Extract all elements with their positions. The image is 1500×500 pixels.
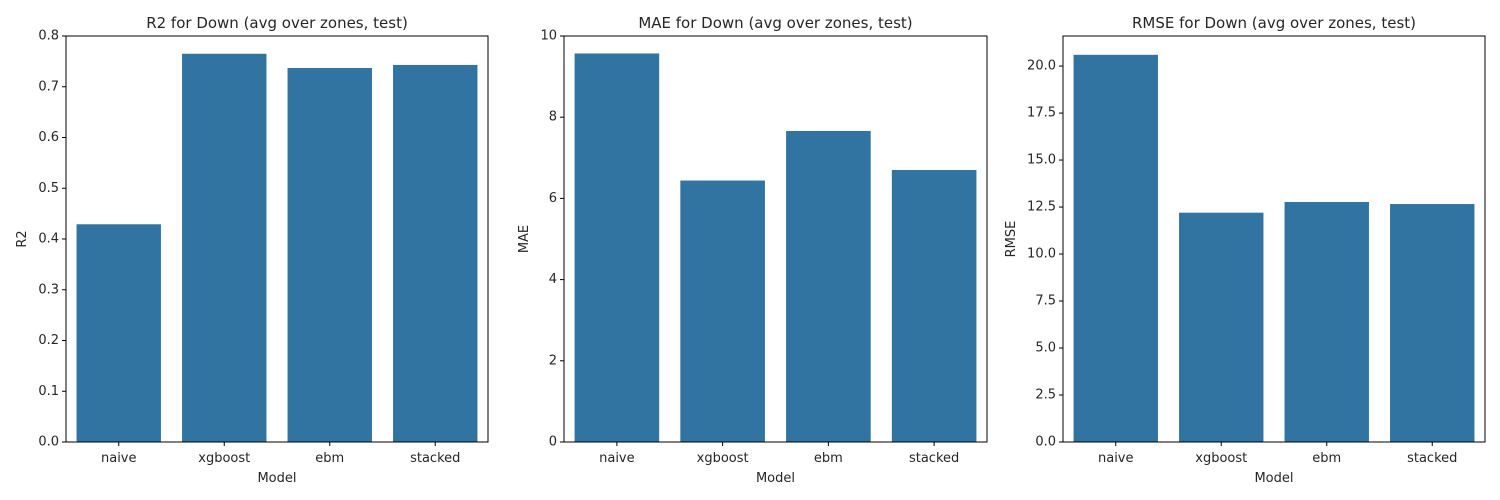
y-tick-label: 5.0: [1035, 341, 1056, 356]
x-axis-label: Model: [1254, 471, 1293, 486]
bar-naive: [76, 224, 161, 442]
y-tick-label: 10.0: [1027, 247, 1056, 262]
y-tick-label: 17.5: [1027, 106, 1056, 121]
bar-stacked: [891, 169, 977, 443]
y-tick-label: 0.3: [38, 282, 59, 297]
y-axis-label: RMSE: [1004, 221, 1019, 258]
y-tick-label: 0.5: [38, 181, 59, 196]
y-tick-label: 0.2: [38, 333, 59, 348]
y-tick-label: 2.5: [1035, 388, 1056, 403]
x-axis-label: Model: [756, 471, 795, 486]
x-tick-label: ebm: [315, 451, 344, 466]
y-tick-label: 10: [540, 29, 557, 44]
bar-ebm: [786, 131, 871, 442]
y-tick-label: 0.8: [38, 29, 59, 44]
x-tick-label: naive: [1098, 451, 1134, 466]
x-axis-label: Model: [257, 471, 296, 486]
y-tick-label: 0.4: [38, 232, 59, 247]
x-tick-label: stacked: [1407, 451, 1457, 466]
y-tick-label: 0: [549, 435, 557, 450]
chart-panel-3: 0.0 2.5 5.0 7.5 10.0 12.5 15.0 17.5 20.0 naive xgb…: [1004, 14, 1486, 486]
y-tick-label: 4: [549, 272, 557, 287]
chart-title: R2 for Down (avg over zones, test): [146, 14, 408, 32]
x-tick-label: xgboost: [697, 451, 749, 466]
chart-title: RMSE for Down (avg over zones, test): [1132, 14, 1416, 32]
chart-panel-1: 0.0 0.1 0.2 0.3 0.4 0.5 0.6 0.7 0.8 naive xgboost e…: [15, 14, 489, 486]
plot-frame: [563, 35, 988, 443]
x-tick-label: naive: [599, 451, 635, 466]
y-tick-label: 0.6: [38, 130, 59, 145]
bar-stacked: [1390, 204, 1475, 442]
x-tick-label: xgboost: [198, 451, 250, 466]
chart-panel-2: 0 2 4 6 8 10 naive xgboost ebm stacked MAE for Dow…: [517, 14, 988, 486]
y-tick-label: 2: [549, 353, 557, 368]
y-axis-label: MAE: [517, 225, 532, 253]
x-tick-label: ebm: [1312, 451, 1341, 466]
bar-xgboost: [182, 53, 267, 442]
x-tick-label: stacked: [909, 451, 959, 466]
y-tick-label: 6: [549, 191, 557, 206]
y-tick-label: 0.0: [38, 435, 59, 450]
bar-naive: [1073, 54, 1158, 443]
x-tick-label: stacked: [410, 451, 460, 466]
y-tick-label: 15.0: [1027, 153, 1056, 168]
y-tick-label: 0.7: [38, 79, 59, 94]
x-tick-label: naive: [101, 451, 137, 466]
y-tick-label: 0.1: [38, 384, 59, 399]
bar-ebm: [287, 67, 372, 442]
y-tick-label: 20.0: [1027, 59, 1056, 74]
bar-ebm: [1284, 201, 1369, 442]
bar-xgboost: [680, 180, 765, 443]
plot-frame: [1062, 35, 1486, 443]
y-tick-label: 7.5: [1035, 294, 1056, 309]
y-tick-label: 8: [549, 110, 557, 125]
bar-naive: [574, 53, 660, 443]
x-tick-label: xgboost: [1195, 451, 1247, 466]
bar-stacked: [393, 64, 478, 443]
y-tick-label: 0.0: [1035, 435, 1056, 450]
x-tick-label: ebm: [814, 451, 843, 466]
y-tick-label: 12.5: [1027, 200, 1056, 215]
bar-xgboost: [1179, 212, 1264, 442]
y-axis-label: R2: [15, 230, 30, 247]
chart-title: MAE for Down (avg over zones, test): [638, 14, 912, 32]
